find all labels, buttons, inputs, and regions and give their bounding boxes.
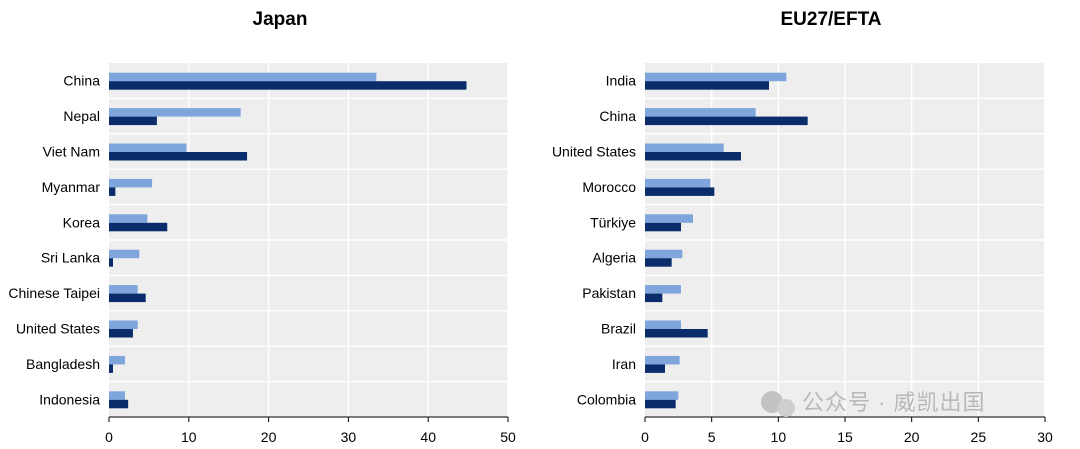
x-tick-label: 10: [771, 429, 787, 445]
category-label: Chinese Taipei: [8, 285, 100, 301]
bar-series-1-pakistan: [645, 285, 681, 294]
category-label: Algeria: [592, 250, 636, 266]
x-tick-label: 50: [500, 429, 516, 445]
bar-series-2-myanmar: [109, 187, 116, 196]
chart-title-2: EU27/EFTA: [780, 9, 881, 30]
bar-series-1-nepal: [109, 108, 241, 117]
bar-series-2-united-states: [645, 152, 741, 161]
bar-series-2-bangladesh: [109, 364, 113, 373]
bar-series-2-iran: [645, 364, 665, 373]
bar-series-1-colombia: [645, 391, 679, 400]
category-label: Pakistan: [582, 285, 636, 301]
category-label: China: [599, 108, 636, 124]
bar-series-2-chinese-taipei: [109, 293, 146, 303]
bar-series-1-sri-lanka: [109, 249, 140, 259]
bar-series-2-korea: [109, 222, 168, 232]
category-label: India: [606, 73, 637, 89]
category-label: Nepal: [63, 108, 100, 124]
bar-series-1-india: [645, 72, 787, 82]
bar-series-1-viet-nam: [109, 143, 187, 152]
bar-series-2-sri-lanka: [109, 258, 113, 267]
x-tick-label: 15: [837, 429, 853, 445]
bar-series-1-united-states: [109, 320, 138, 329]
bar-series-2-morocco: [645, 187, 715, 196]
bar-series-2-brazil: [645, 329, 708, 338]
category-label: Türkiye: [590, 214, 636, 230]
bar-series-1-china: [645, 108, 756, 117]
category-label: Colombia: [577, 391, 636, 407]
bar-series-1-indonesia: [109, 391, 125, 400]
bar-series-1-morocco: [645, 178, 711, 188]
x-tick-label: 0: [105, 429, 113, 445]
bar-series-2-nepal: [109, 116, 157, 126]
category-label: Morocco: [582, 179, 636, 195]
bar-series-1-korea: [109, 214, 148, 223]
bar-series-2-pakistan: [645, 293, 663, 303]
category-label: Myanmar: [42, 179, 101, 195]
x-tick-label: 5: [708, 429, 716, 445]
category-label: United States: [552, 144, 636, 160]
bar-series-1-t-rkiye: [645, 214, 693, 223]
x-tick-label: 30: [341, 429, 357, 445]
category-label: United States: [16, 321, 100, 337]
category-label: Viet Nam: [43, 144, 100, 160]
x-tick-label: 0: [641, 429, 649, 445]
x-tick-label: 30: [1037, 429, 1053, 445]
bar-series-2-viet-nam: [109, 152, 248, 161]
watermark-text: 公众号 · 威凯出国: [802, 390, 986, 415]
bar-series-2-indonesia: [109, 399, 129, 409]
bar-series-2-china: [645, 116, 808, 126]
bar-series-2-algeria: [645, 258, 672, 267]
wechat-icon: [777, 399, 795, 417]
x-tick-label: 10: [181, 429, 197, 445]
bar-series-2-t-rkiye: [645, 222, 681, 232]
bar-series-1-united-states: [645, 143, 724, 152]
bar-series-1-myanmar: [109, 178, 153, 188]
bar-series-1-brazil: [645, 320, 681, 329]
category-label: Sri Lanka: [41, 250, 100, 266]
category-label: China: [63, 73, 100, 89]
bar-series-1-bangladesh: [109, 355, 125, 365]
bar-series-1-china: [109, 72, 377, 82]
bar-series-2-china: [109, 81, 467, 90]
bar-series-2-india: [645, 81, 769, 90]
category-label: Korea: [63, 214, 101, 230]
category-label: Indonesia: [39, 391, 100, 407]
category-label: Brazil: [601, 321, 636, 337]
x-tick-label: 40: [420, 429, 436, 445]
bar-series-2-colombia: [645, 399, 676, 409]
category-label: Iran: [612, 356, 636, 372]
x-tick-label: 25: [971, 429, 987, 445]
x-tick-label: 20: [261, 429, 277, 445]
category-label: Bangladesh: [26, 356, 100, 372]
bar-series-2-united-states: [109, 329, 133, 338]
x-tick-label: 20: [904, 429, 920, 445]
bar-series-1-iran: [645, 355, 680, 365]
bar-series-1-chinese-taipei: [109, 285, 138, 294]
chart-title-1: Japan: [253, 9, 308, 30]
bar-series-1-algeria: [645, 249, 683, 259]
